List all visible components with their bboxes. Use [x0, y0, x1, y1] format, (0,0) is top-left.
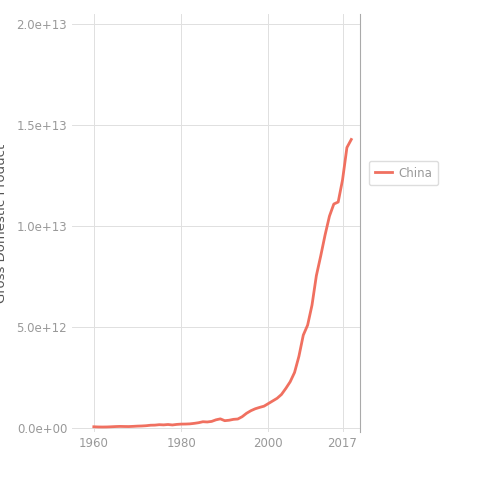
- Legend: China: China: [369, 161, 438, 185]
- Y-axis label: Gross Domestic Product: Gross Domestic Product: [0, 144, 8, 303]
